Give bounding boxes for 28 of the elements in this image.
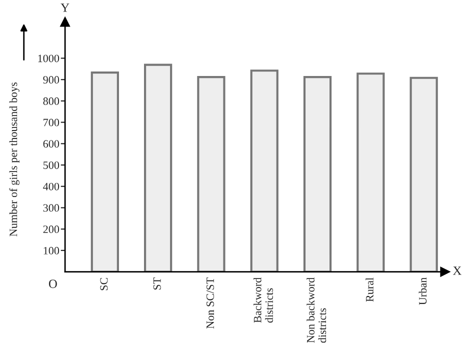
y-tick-label: 100 (44, 246, 60, 254)
y-tick-label: 1000 (38, 54, 60, 62)
x-tick-label: ST (153, 278, 161, 290)
y-tick-label: 400 (43, 182, 60, 190)
text: X (452, 266, 462, 275)
x-tick-label: Urban (418, 278, 427, 305)
bar (303, 76, 332, 272)
bar (410, 76, 438, 272)
bar (144, 64, 172, 272)
y-tick-label: 300 (43, 204, 60, 212)
bar (197, 76, 226, 272)
x-tick-label: SC (100, 278, 108, 290)
bar (250, 70, 278, 272)
x-tick-label: Backword districts (254, 277, 273, 323)
bar (356, 72, 385, 272)
y-tick-label: 700 (44, 118, 60, 126)
y-tick-label: 900 (43, 76, 60, 84)
y-tick-label: 800 (43, 97, 60, 105)
y-tick-label: 500 (43, 161, 60, 169)
x-tick-label: Non backword districts (306, 277, 326, 343)
bar (90, 71, 119, 272)
x-tick-label: Non SC/ST (206, 278, 214, 329)
x-tick-label: Rural (366, 278, 374, 302)
text: Y (60, 4, 70, 12)
y-tick-label: 600 (43, 140, 60, 148)
y-axis-title: Number of girls per thousand boys (9, 82, 20, 236)
y-tick-label: 200 (43, 226, 60, 234)
text: O (48, 280, 57, 288)
